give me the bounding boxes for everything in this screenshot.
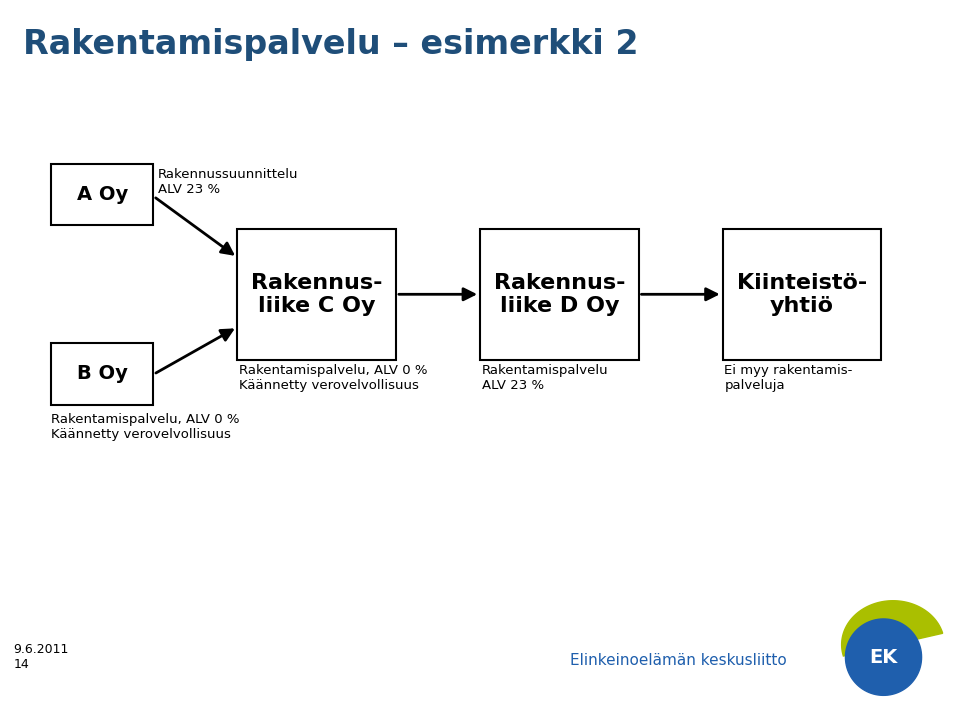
Text: Rakennussuunnittelu
ALV 23 %: Rakennussuunnittelu ALV 23 % [158,167,299,195]
Text: Rakentamispalvelu
ALV 23 %: Rakentamispalvelu ALV 23 % [482,363,609,392]
FancyBboxPatch shape [723,229,881,360]
FancyBboxPatch shape [51,164,154,225]
Text: EK: EK [870,647,898,666]
Polygon shape [846,619,922,695]
Text: Rakennus-
liike D Oy: Rakennus- liike D Oy [493,273,625,316]
Polygon shape [842,600,943,656]
FancyBboxPatch shape [480,229,638,360]
Text: Kiinteistö-
yhtiö: Kiinteistö- yhtiö [736,273,867,316]
Text: B Oy: B Oy [77,364,128,383]
Text: Rakentamispalvelu, ALV 0 %
Käännetty verovelvollisuus: Rakentamispalvelu, ALV 0 % Käännetty ver… [239,363,428,392]
FancyBboxPatch shape [237,229,396,360]
Text: Rakentamispalvelu – esimerkki 2: Rakentamispalvelu – esimerkki 2 [23,29,638,61]
Text: Rakennus-
liike C Oy: Rakennus- liike C Oy [251,273,382,316]
Text: 9.6.2011
14: 9.6.2011 14 [13,643,69,671]
FancyBboxPatch shape [51,343,154,405]
Text: Rakentamispalvelu, ALV 0 %
Käännetty verovelvollisuus: Rakentamispalvelu, ALV 0 % Käännetty ver… [51,413,239,441]
Text: Elinkeinoelämän keskusliitto: Elinkeinoelämän keskusliitto [570,653,787,668]
Text: A Oy: A Oy [77,185,128,204]
Text: Ei myy rakentamis-
palveluja: Ei myy rakentamis- palveluja [725,363,852,392]
